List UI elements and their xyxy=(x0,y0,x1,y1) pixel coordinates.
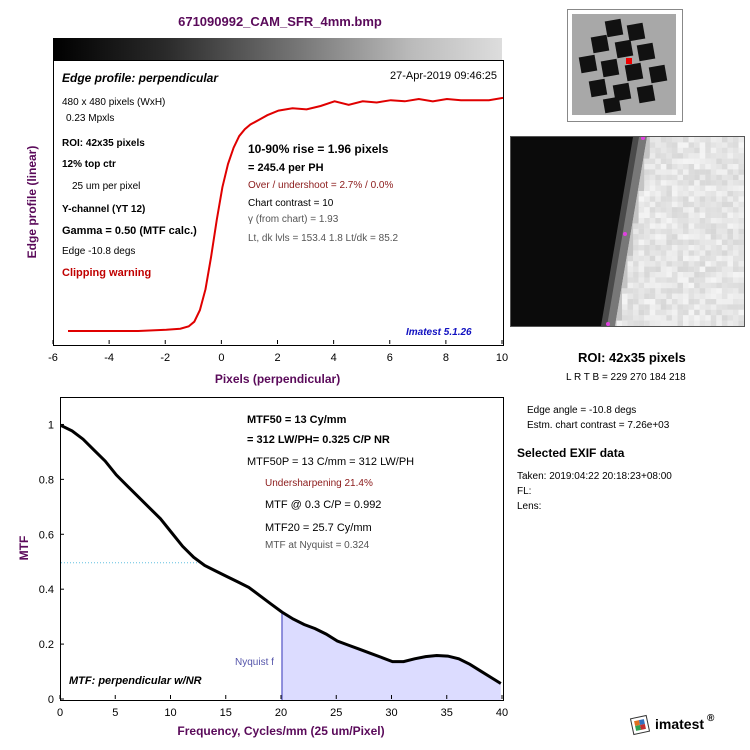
mtf-x-tick: 15 xyxy=(220,707,232,719)
edge-x-tick: 0 xyxy=(218,352,224,364)
edge-profile-plot: Edge profile: perpendicular 27-Apr-2019 … xyxy=(53,60,504,346)
undersharpening: Undersharpening 21.4% xyxy=(265,478,373,489)
rise-value: 10-90% rise = 1.96 pixels xyxy=(248,142,389,156)
per-ph-value: = 245.4 per PH xyxy=(248,162,324,174)
edge-x-tick: 6 xyxy=(387,352,393,364)
edge-x-tick: -4 xyxy=(104,352,114,364)
mtf-y-label: MTF xyxy=(17,536,31,561)
mtf-x-label: Frequency, Cycles/mm (25 um/Pixel) xyxy=(177,724,385,738)
mtf-above-nyquist-area xyxy=(282,612,501,700)
mtf-x-tick: 20 xyxy=(275,707,287,719)
mtf-x-tick: 25 xyxy=(330,707,342,719)
channel-info: Y-channel (YT 12) xyxy=(62,204,146,215)
mpxls: 0.23 Mpxls xyxy=(66,113,115,124)
edge-angle-info: Edge -10.8 degs xyxy=(62,246,136,257)
mtf-x-tick: 30 xyxy=(385,707,397,719)
mtf50-value: MTF50 = 13 Cy/mm xyxy=(247,414,347,426)
image-size: 480 x 480 pixels (WxH) xyxy=(62,97,166,108)
exif-title: Selected EXIF data xyxy=(517,446,625,460)
levels-info: Lt, dk lvls = 153.4 1.8 Lt/dk = 85.2 xyxy=(248,233,399,244)
edge-x-tick: 2 xyxy=(274,352,280,364)
mtf-curve xyxy=(61,424,502,685)
gamma-chart: γ (from chart) = 1.93 xyxy=(248,214,339,225)
version-label: Imatest 5.1.26 xyxy=(406,327,472,338)
clipping-warning: Clipping warning xyxy=(62,267,152,279)
edge-panel-header: Edge profile: perpendicular xyxy=(62,71,219,85)
mtf-x-tick: 10 xyxy=(164,707,176,719)
mtf-y-tick: 0.8 xyxy=(39,474,54,486)
exif-taken: Taken: 2019:04:22 20:18:23+08:00 xyxy=(517,471,672,482)
edge-angle-summary: Edge angle = -10.8 degs xyxy=(527,405,637,416)
mtf-nyquist-value: MTF at Nyquist = 0.324 xyxy=(265,540,370,551)
edge-x-tick: -2 xyxy=(160,352,170,364)
mtf-x-tick: 5 xyxy=(112,707,118,719)
edge-profile-line xyxy=(68,96,503,332)
gradient-strip xyxy=(53,38,502,60)
window-title: 671090992_CAM_SFR_4mm.bmp xyxy=(178,14,382,29)
mtf-y-tick: 1 xyxy=(48,419,54,431)
roi-position: 12% top ctr xyxy=(62,159,116,170)
nyquist-label: Nyquist f xyxy=(235,657,274,668)
chart-thumbnail xyxy=(567,9,683,122)
roi-info: ROI: 42x35 pixels xyxy=(62,138,145,149)
edge-x-tick: -6 xyxy=(48,352,58,364)
mtf-at-cp: MTF @ 0.3 C/P = 0.992 xyxy=(265,499,382,511)
exif-fl: FL: xyxy=(517,486,532,497)
edge-y-label: Edge profile (linear) xyxy=(25,146,39,259)
chart-contrast: Chart contrast = 10 xyxy=(248,198,334,209)
roi-lrtb: L R T B = 229 270 184 218 xyxy=(566,372,686,383)
imatest-brand-mark: ® xyxy=(707,713,715,724)
edge-x-tick: 4 xyxy=(331,352,337,364)
roi-title: ROI: 42x35 pixels xyxy=(578,350,686,365)
mtf50-lw-value: = 312 LW/PH= 0.325 C/P NR xyxy=(247,434,390,446)
edge-profile-chart xyxy=(68,96,503,332)
mtf-plot: MTF50 = 13 Cy/mm = 312 LW/PH= 0.325 C/P … xyxy=(60,397,504,701)
imatest-logo-icon xyxy=(629,714,651,736)
mtf-x-tick: 0 xyxy=(57,707,63,719)
chart-contrast-summary: Estm. chart contrast = 7.26e+03 xyxy=(527,420,670,431)
mtf-footer: MTF: perpendicular w/NR xyxy=(69,675,202,687)
roi-crop-image xyxy=(510,136,745,327)
mtf-x-tick: 40 xyxy=(496,707,508,719)
exif-lens: Lens: xyxy=(517,501,542,512)
edge-x-tick: 8 xyxy=(443,352,449,364)
edge-x-label: Pixels (perpendicular) xyxy=(214,372,341,386)
timestamp: 27-Apr-2019 09:46:25 xyxy=(390,70,498,82)
pixel-size: 25 um per pixel xyxy=(72,181,141,192)
mtf-x-tick: 35 xyxy=(441,707,453,719)
mtf20-value: MTF20 = 25.7 Cy/mm xyxy=(265,522,372,534)
roi-marker xyxy=(626,58,632,64)
edge-x-tick: 10 xyxy=(496,352,508,364)
mtf50p-value: MTF50P = 13 C/mm = 312 LW/PH xyxy=(247,456,415,468)
mtf-y-tick: 0 xyxy=(48,694,54,706)
mtf-y-tick: 0.2 xyxy=(39,639,54,651)
overshoot-value: Over / undershoot = 2.7% / 0.0% xyxy=(248,180,394,191)
mtf-y-tick: 0.6 xyxy=(39,529,54,541)
imatest-logo: imatest ® xyxy=(629,713,739,737)
mtf-chart xyxy=(61,424,502,700)
mtf-y-tick: 0.4 xyxy=(39,584,54,596)
imatest-brand: imatest xyxy=(655,716,705,732)
gamma-info: Gamma = 0.50 (MTF calc.) xyxy=(62,225,197,237)
